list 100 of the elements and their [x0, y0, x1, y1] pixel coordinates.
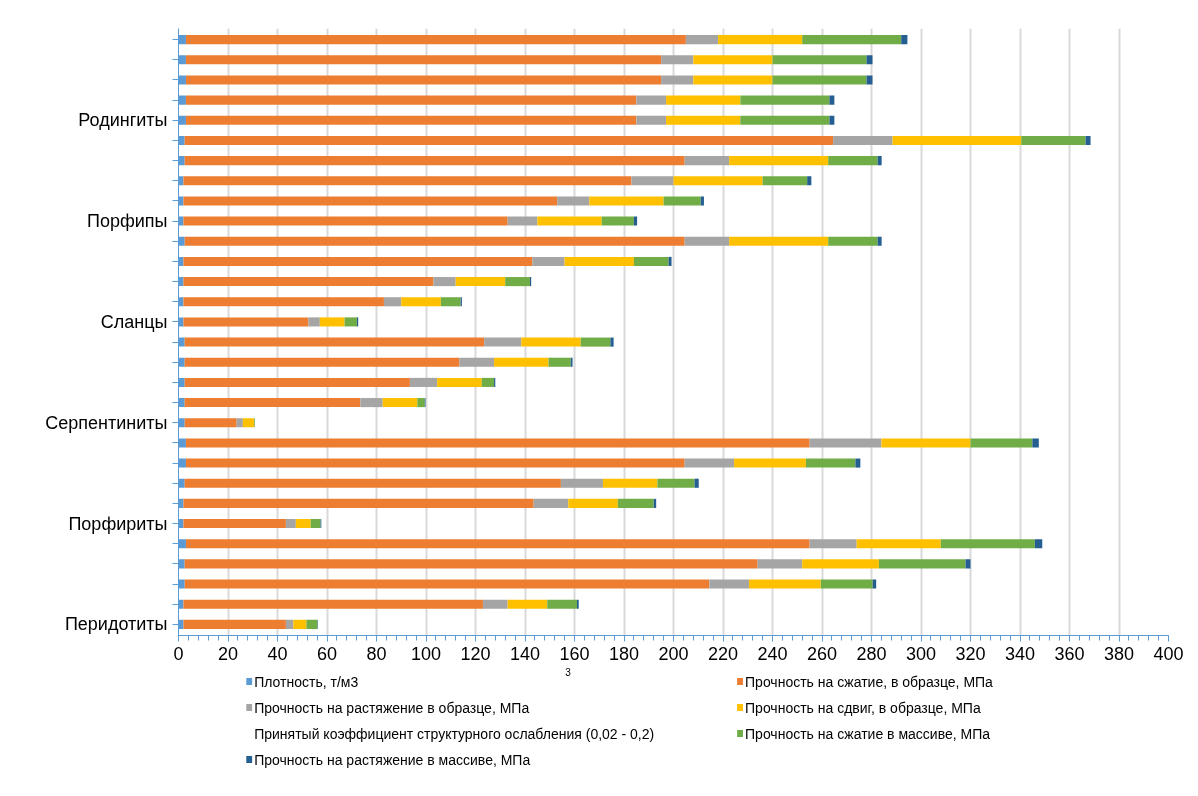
bar [901, 35, 908, 45]
bar [532, 256, 565, 266]
bar [807, 176, 812, 186]
bar [382, 398, 418, 408]
y-tick-label: Порфириты [68, 513, 168, 534]
bar [666, 115, 741, 125]
bar [734, 458, 806, 468]
bar [661, 75, 694, 85]
bar [185, 55, 662, 65]
bar [877, 236, 882, 246]
bar [802, 35, 902, 45]
bar [185, 458, 685, 468]
bar [236, 418, 243, 428]
x-tick-label: 40 [267, 643, 288, 664]
bar [1034, 539, 1043, 549]
bar [242, 418, 254, 428]
bar [185, 539, 810, 549]
x-tick-label: 240 [757, 643, 788, 664]
bar [293, 619, 307, 629]
bar [183, 619, 286, 629]
bar [547, 599, 577, 609]
bar [673, 176, 763, 186]
bar [482, 599, 508, 609]
bar [1085, 135, 1091, 145]
bar [685, 35, 719, 45]
bar [617, 498, 654, 508]
bar [537, 216, 602, 226]
bar [809, 539, 857, 549]
x-tick-label: 400 [1153, 643, 1184, 664]
bar [718, 35, 803, 45]
x-tick-label: 80 [366, 643, 387, 664]
bar [748, 579, 821, 589]
x-tick-label: 300 [905, 643, 937, 664]
bar [184, 135, 834, 145]
bar [505, 277, 530, 287]
legend-label: Прочность на растяжение в образце, МПа [254, 699, 530, 716]
bar [183, 277, 434, 287]
bar [663, 196, 701, 206]
bar [455, 277, 506, 287]
bar [684, 156, 730, 166]
bar [459, 357, 495, 367]
x-tick-label: 360 [1054, 643, 1085, 664]
bar [285, 519, 296, 529]
bar [344, 317, 357, 327]
bar [589, 196, 664, 206]
x-tick-label: 0 [173, 643, 184, 664]
bar [580, 337, 611, 347]
bar [965, 559, 971, 569]
bar [433, 277, 456, 287]
bar [829, 95, 835, 105]
bar [802, 559, 879, 569]
bar [829, 115, 835, 125]
bar [533, 498, 569, 508]
x-tick-label: 20 [217, 643, 239, 664]
bar [1021, 135, 1086, 145]
x-tick-label: 380 [1103, 643, 1135, 664]
bar [709, 579, 749, 589]
bar [601, 216, 634, 226]
bar [892, 135, 1022, 145]
bar [633, 256, 669, 266]
bar [481, 377, 495, 387]
bar [184, 418, 237, 428]
bar [494, 357, 549, 367]
bar [878, 559, 966, 569]
bar [694, 478, 699, 488]
x-tick-label: 220 [707, 643, 739, 664]
bar [729, 156, 829, 166]
bar [693, 75, 773, 85]
bar [184, 478, 561, 488]
bar [319, 317, 345, 327]
bar [828, 236, 878, 246]
bar [183, 297, 384, 307]
bar [666, 95, 741, 105]
bar [877, 156, 882, 166]
bar [772, 55, 867, 65]
bar [306, 619, 318, 629]
x-tick-label: 280 [856, 643, 887, 664]
x-tick-label: 100 [410, 643, 442, 664]
bar [184, 377, 410, 387]
bar [668, 256, 672, 266]
bar [560, 478, 603, 488]
x-tick-label: 160 [559, 643, 590, 664]
bar [1032, 438, 1039, 448]
bar [183, 317, 309, 327]
x-tick-label: 200 [658, 643, 689, 664]
x-tick-label: 260 [806, 643, 838, 664]
bar [564, 256, 634, 266]
bar [729, 236, 829, 246]
bar [740, 95, 830, 105]
bar [636, 95, 667, 105]
bar [521, 337, 581, 347]
bar [184, 579, 710, 589]
bar [602, 478, 658, 488]
x-tick-label: 340 [1004, 643, 1036, 664]
bar [661, 55, 694, 65]
bar [360, 398, 383, 408]
bar [740, 115, 830, 125]
bar [507, 216, 538, 226]
legend-label: Прочность на растяжение в массиве, МПа [254, 751, 531, 768]
bar [437, 377, 482, 387]
